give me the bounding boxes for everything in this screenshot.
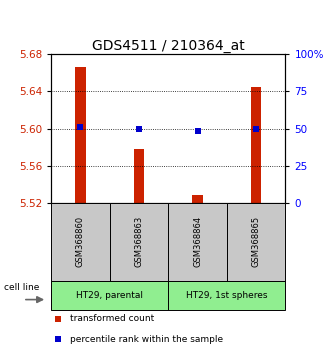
Point bbox=[253, 126, 259, 131]
Point bbox=[195, 129, 200, 134]
Text: HT29, 1st spheres: HT29, 1st spheres bbox=[186, 291, 268, 300]
Point bbox=[55, 316, 61, 321]
Bar bbox=[251, 87, 261, 203]
Text: HT29, parental: HT29, parental bbox=[76, 291, 143, 300]
Text: GSM368860: GSM368860 bbox=[76, 216, 85, 267]
Bar bbox=[168, 281, 285, 310]
Bar bbox=[75, 67, 86, 203]
Text: cell line: cell line bbox=[4, 284, 40, 292]
Bar bbox=[227, 203, 285, 281]
Bar bbox=[110, 203, 168, 281]
Text: transformed count: transformed count bbox=[70, 314, 154, 323]
Text: GSM368863: GSM368863 bbox=[135, 216, 144, 267]
Bar bbox=[134, 149, 144, 203]
Point bbox=[78, 124, 83, 130]
Bar bbox=[168, 203, 227, 281]
Bar bbox=[192, 195, 203, 203]
Title: GDS4511 / 210364_at: GDS4511 / 210364_at bbox=[92, 39, 245, 53]
Point bbox=[55, 336, 61, 342]
Text: GSM368865: GSM368865 bbox=[252, 216, 261, 267]
Bar bbox=[51, 203, 110, 281]
Bar bbox=[51, 281, 168, 310]
Text: GSM368864: GSM368864 bbox=[193, 216, 202, 267]
Point bbox=[136, 126, 142, 131]
Text: percentile rank within the sample: percentile rank within the sample bbox=[70, 335, 223, 344]
